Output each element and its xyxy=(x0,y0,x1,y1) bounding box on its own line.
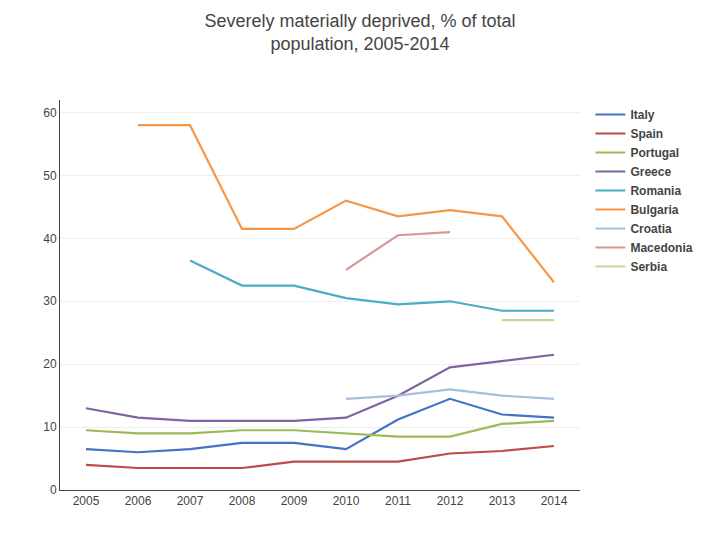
svg-text:Portugal: Portugal xyxy=(630,146,679,160)
svg-text:50: 50 xyxy=(43,169,57,183)
svg-text:Serbia: Serbia xyxy=(630,260,667,274)
svg-text:Spain: Spain xyxy=(630,127,663,141)
svg-text:2008: 2008 xyxy=(229,494,256,508)
svg-text:Macedonia: Macedonia xyxy=(630,241,692,255)
svg-text:2013: 2013 xyxy=(489,494,516,508)
svg-text:2014: 2014 xyxy=(541,494,568,508)
svg-text:20: 20 xyxy=(43,357,57,371)
svg-text:Romania: Romania xyxy=(630,184,681,198)
svg-text:2005: 2005 xyxy=(73,494,100,508)
svg-text:40: 40 xyxy=(43,232,57,246)
svg-text:Severely materially deprived,: Severely materially deprived, % of total… xyxy=(204,11,515,54)
svg-text:2011: 2011 xyxy=(385,494,411,508)
svg-text:2009: 2009 xyxy=(281,494,308,508)
svg-text:2006: 2006 xyxy=(125,494,152,508)
svg-text:Italy: Italy xyxy=(630,108,654,122)
svg-text:Greece: Greece xyxy=(630,165,671,179)
svg-text:2012: 2012 xyxy=(437,494,464,508)
svg-text:Croatia: Croatia xyxy=(630,222,672,236)
svg-text:2007: 2007 xyxy=(177,494,204,508)
svg-text:Bulgaria: Bulgaria xyxy=(630,203,678,217)
svg-text:10: 10 xyxy=(43,420,57,434)
svg-text:60: 60 xyxy=(43,106,57,120)
svg-text:30: 30 xyxy=(43,294,57,308)
svg-text:2010: 2010 xyxy=(333,494,360,508)
svg-text:0: 0 xyxy=(50,483,57,497)
